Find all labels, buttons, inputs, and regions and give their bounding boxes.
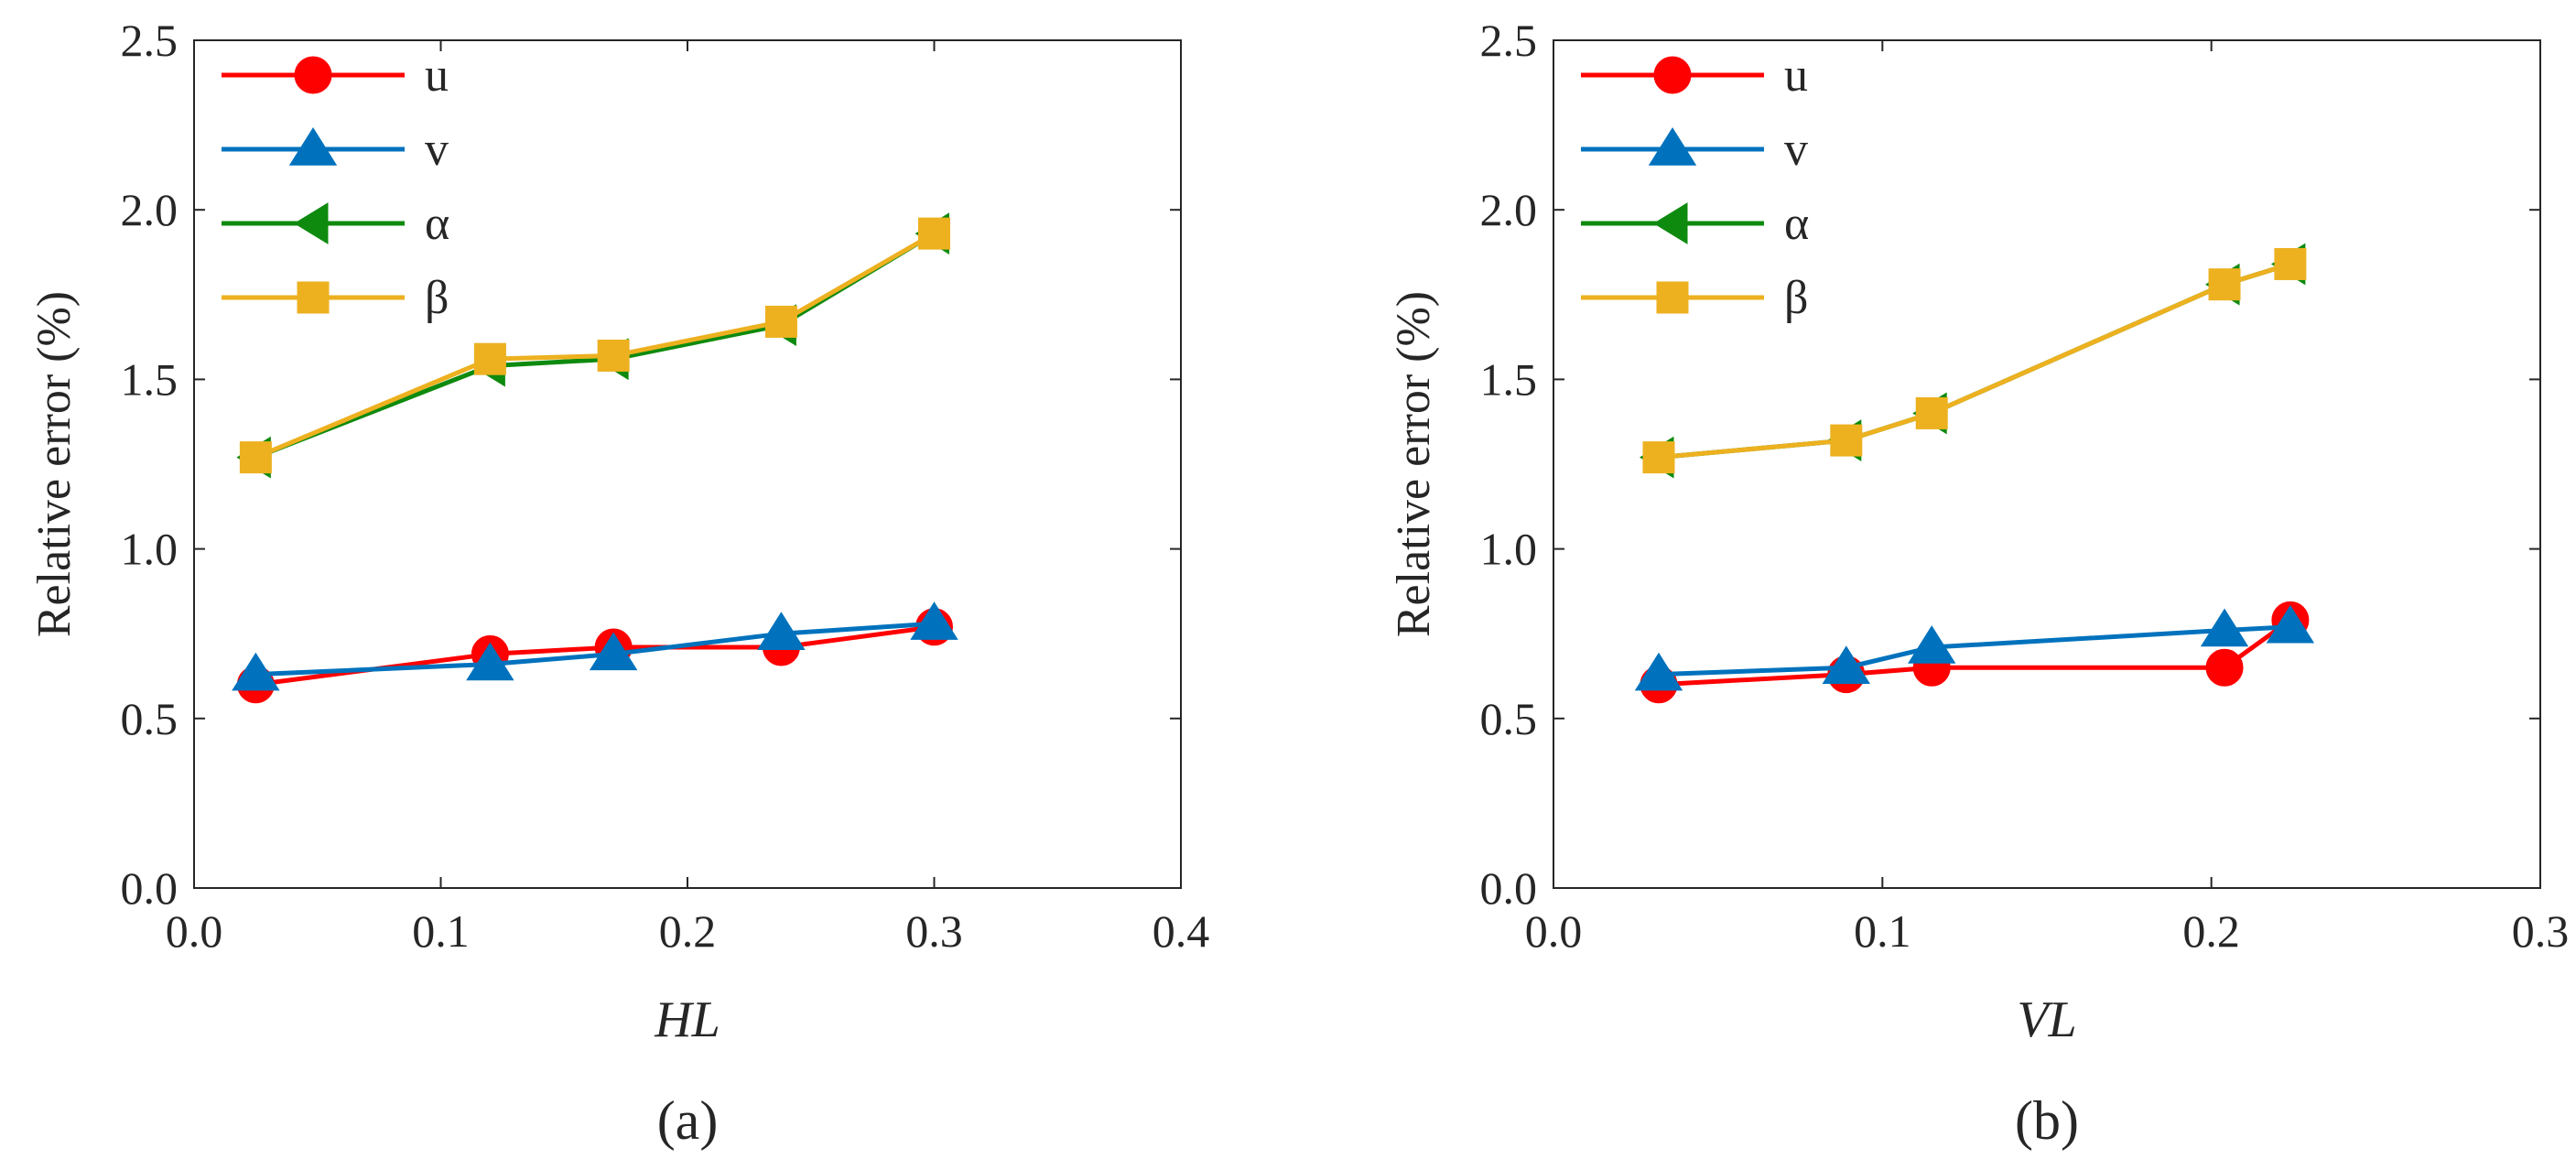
legend-label-beta: β [1784,272,1808,324]
x-axis-label: HL [654,991,720,1048]
x-tick-label: 0.2 [659,905,717,957]
series-beta [239,217,950,474]
legend-marker-alpha [1653,202,1688,244]
legend-marker-v [288,127,338,166]
data-point-beta [1830,424,1863,457]
data-point-beta [1642,441,1675,474]
x-tick-label: 0.0 [1525,905,1583,957]
series-alpha [1640,243,2306,479]
plot-frame [1553,39,2541,889]
data-point-v [589,632,638,671]
data-point-v [1634,652,1683,691]
data-point-v [910,601,958,640]
y-tick-label: 2.0 [1480,184,1538,235]
x-tick-label: 0.2 [2182,905,2240,957]
y-tick-label: 1.0 [121,524,179,575]
data-point-beta [1915,396,1948,429]
plot-frame [193,39,1182,889]
data-point-v [2266,604,2315,644]
x-axis-label: VL [2017,991,2076,1048]
data-point-v [1822,645,1871,684]
series-alpha [236,212,949,479]
x-tick-label: 0.3 [2512,905,2570,957]
y-tick-label: 0.5 [1480,693,1538,744]
data-point-v [757,612,806,650]
data-point-v [232,652,280,691]
legend-marker-alpha [294,202,329,244]
data-point-beta [473,342,506,375]
x-tick-label: 0.0 [166,905,223,957]
y-tick-label: 1.5 [1480,353,1538,405]
series-line-beta [1658,262,2291,460]
legend-marker-v [1648,127,1697,166]
legend-label-beta: β [425,272,449,324]
legend-marker-u [294,56,332,94]
legend-label-u: u [425,49,449,102]
legend-marker-beta [1656,281,1689,314]
data-point-v [2200,608,2249,647]
x-tick-label: 0.3 [905,905,963,957]
y-tick-label: 1.0 [1480,524,1538,575]
data-point-beta [239,441,272,474]
data-point-beta [2208,268,2241,301]
data-point-beta [764,305,797,338]
series-u [1640,601,2310,704]
data-point-u [2205,648,2244,687]
y-tick-label: 2.5 [121,15,179,66]
x-tick-label: 0.1 [1854,905,1911,957]
data-point-beta [918,217,950,250]
data-point-v [466,642,514,681]
series-line-alpha [254,231,936,460]
series-beta [1642,247,2307,474]
legend-label-u: u [1784,49,1808,102]
data-point-beta [597,339,630,372]
data-point-v [1908,625,1956,664]
series-v [1634,604,2315,691]
panel-label: (a) [657,1090,719,1151]
series-line-beta [254,231,936,460]
y-axis-label: Relative error (%) [28,291,81,637]
chart-panel-a: 0.0 0.1 0.2 0.3 0.4 0.0 0.5 1.0 1.5 2.0 2.5 HL Relat… [28,15,1209,1151]
y-tick-label: 0.0 [1480,862,1538,914]
series-v [232,601,958,691]
data-point-beta [2274,247,2307,280]
x-tick-label: 0.1 [412,905,470,957]
legend-label-v: v [1784,124,1808,176]
series-line-alpha [1658,262,2291,460]
legend-marker-u [1653,56,1692,94]
chart-panel-b: 0.0 0.1 0.2 0.3 0.0 0.5 1.0 1.5 2.0 2.5 VL Relative… [1388,15,2569,1151]
legend-label-alpha: α [1784,198,1809,250]
legend-marker-beta [297,281,330,314]
y-axis-label: Relative error (%) [1388,291,1440,637]
legend-label-v: v [425,124,449,176]
y-tick-label: 1.5 [121,353,179,405]
legend-label-alpha: α [425,198,449,250]
y-tick-label: 2.5 [1480,15,1538,66]
y-tick-label: 2.0 [121,184,179,235]
panel-label: (b) [2015,1090,2079,1151]
y-tick-label: 0.0 [121,862,179,914]
y-tick-label: 0.5 [121,693,179,744]
x-tick-label: 0.4 [1153,905,1210,957]
